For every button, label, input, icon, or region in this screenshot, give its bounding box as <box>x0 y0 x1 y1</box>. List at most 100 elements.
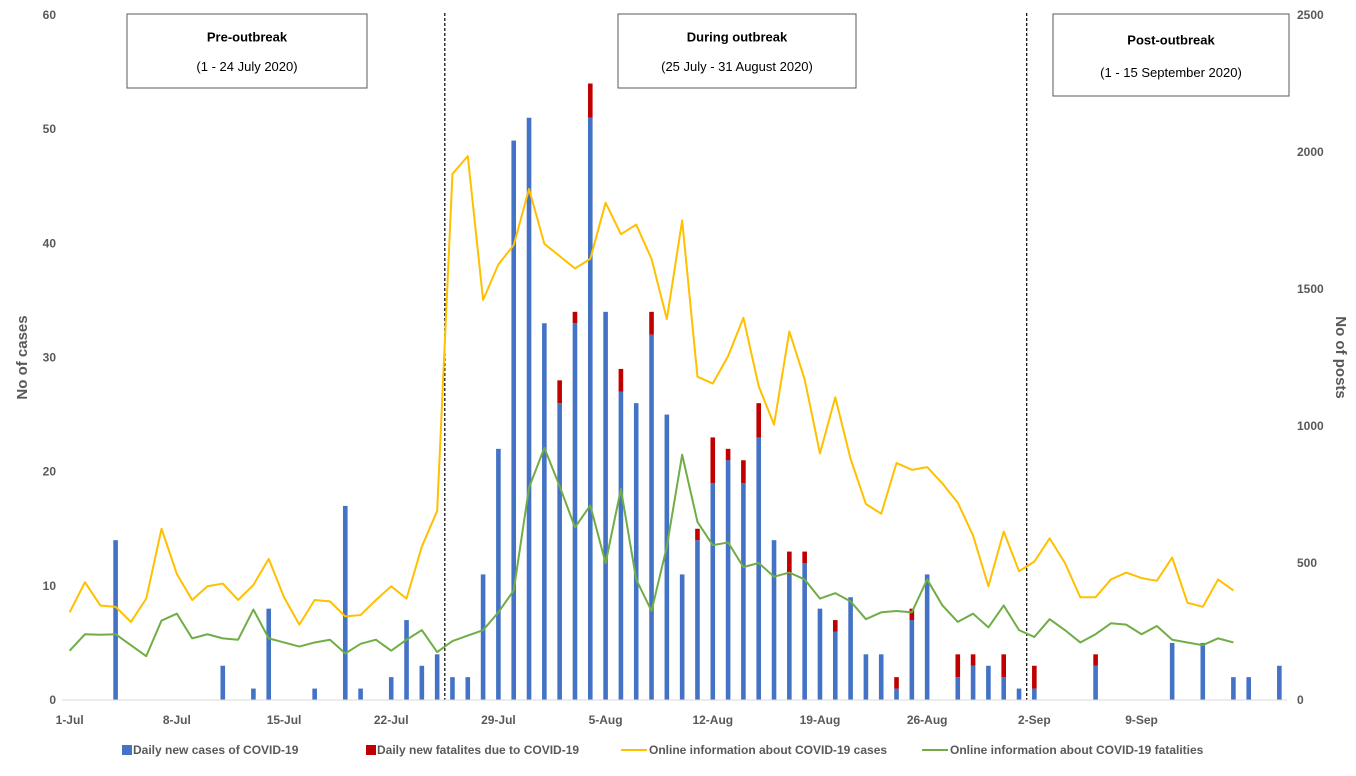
case-bar-61 <box>1001 677 1007 700</box>
case-bar-49 <box>817 608 823 700</box>
y-axis-left-title: No of cases <box>14 315 31 399</box>
case-bar-31 <box>542 323 547 700</box>
fatality-bar-47 <box>787 551 792 575</box>
phase-box-0: Pre-outbreak (1 - 24 July 2020) <box>126 13 368 89</box>
left-tick-5: 50 <box>43 122 57 136</box>
case-bar-29 <box>511 140 517 701</box>
case-bar-47 <box>787 574 792 700</box>
left-tick-1: 10 <box>43 579 57 593</box>
legend-swatch-0 <box>122 745 132 755</box>
case-bar-52 <box>863 654 869 700</box>
phase-subtitle-2: (1 - 15 September 2020) <box>1100 65 1242 80</box>
phase-title-0: Pre-outbreak <box>207 29 288 44</box>
legend-label-2: Online information about COVID-19 cases <box>649 743 887 757</box>
fatality-bar-33 <box>572 311 578 324</box>
fatality-bar-38 <box>649 311 654 335</box>
phase-title-2: Post-outbreak <box>1127 32 1215 47</box>
case-bar-36 <box>618 391 624 700</box>
case-bar-55 <box>909 620 915 700</box>
case-bar-13 <box>266 608 272 700</box>
case-bar-59 <box>970 665 976 700</box>
legend-swatch-1 <box>366 745 376 755</box>
x-tick-3: 22-Jul <box>374 713 409 727</box>
fatality-bar-54 <box>894 677 899 689</box>
case-bar-60 <box>986 665 991 700</box>
case-bar-38 <box>649 334 654 700</box>
case-bar-19 <box>358 688 363 700</box>
phase-subtitle-0: (1 - 24 July 2020) <box>196 59 297 74</box>
fatality-bar-44 <box>741 460 746 484</box>
legend-item-2: Online information about COVID-19 cases <box>621 743 887 757</box>
case-bar-44 <box>741 483 746 700</box>
phase-dividers <box>444 13 1028 700</box>
case-bar-35 <box>603 311 608 700</box>
case-bar-32 <box>557 403 562 700</box>
case-bar-72 <box>1169 642 1175 700</box>
left-tick-3: 30 <box>43 351 57 365</box>
posts-fatalities-line <box>68 446 1234 658</box>
fatality-bar-48 <box>802 551 807 563</box>
left-tick-2: 20 <box>43 465 57 479</box>
phase-boxes: Pre-outbreak (1 - 24 July 2020) During out… <box>126 13 1290 97</box>
right-tick-4: 2000 <box>1297 145 1324 159</box>
legend-label-1: Daily new fatalites due to COVID-19 <box>377 743 579 757</box>
case-bar-45 <box>756 437 762 700</box>
case-bar-53 <box>878 654 884 700</box>
case-bar-37 <box>633 403 639 700</box>
lines <box>68 155 1234 658</box>
case-bar-24 <box>434 654 440 700</box>
case-bar-62 <box>1016 688 1022 700</box>
legend-item-0: Daily new cases of COVID-19 <box>122 743 299 757</box>
right-axis-ticks: 0 500 1000 1500 2000 2500 <box>1297 8 1324 707</box>
x-tick-2: 15-Jul <box>267 713 302 727</box>
bars <box>113 83 1282 701</box>
case-bar-48 <box>802 563 807 700</box>
case-bar-77 <box>1246 677 1252 700</box>
fatality-bar-36 <box>618 368 624 392</box>
case-bar-46 <box>771 540 777 700</box>
case-bar-21 <box>388 677 394 700</box>
legend-item-3: Online information about COVID-19 fatali… <box>922 743 1204 757</box>
x-tick-1: 8-Jul <box>163 713 191 727</box>
fatality-bar-34 <box>587 83 593 118</box>
case-bar-28 <box>496 448 501 700</box>
phase-box-2: Post-outbreak (1 - 15 September 2020) <box>1052 13 1290 97</box>
case-bar-34 <box>587 117 593 700</box>
phase-subtitle-1: (25 July - 31 August 2020) <box>661 59 813 74</box>
case-bar-10 <box>220 665 226 700</box>
fatality-bar-50 <box>832 620 838 632</box>
case-bar-56 <box>924 574 930 700</box>
phase-box-frame-0 <box>126 13 368 89</box>
case-bar-63 <box>1032 688 1037 700</box>
left-tick-4: 40 <box>43 236 57 250</box>
case-bar-22 <box>404 620 409 700</box>
fatality-bar-41 <box>695 528 700 541</box>
case-bar-41 <box>695 540 700 700</box>
x-tick-5: 5-Aug <box>589 713 623 727</box>
case-bar-42 <box>710 483 716 700</box>
fatality-bar-61 <box>1001 654 1007 678</box>
phase-box-1: During outbreak (25 July - 31 August 2020… <box>617 13 857 89</box>
fatality-bar-42 <box>710 437 716 484</box>
legend-label-0: Daily new cases of COVID-19 <box>133 743 299 757</box>
x-tick-9: 2-Sep <box>1018 713 1051 727</box>
right-tick-1: 500 <box>1297 556 1317 570</box>
phase-box-frame-2 <box>1052 13 1290 97</box>
case-bar-26 <box>465 677 471 700</box>
case-bar-50 <box>832 631 838 700</box>
x-tick-7: 19-Aug <box>800 713 841 727</box>
case-bar-23 <box>419 665 425 700</box>
case-bar-40 <box>679 574 685 700</box>
fatality-bar-58 <box>955 654 961 678</box>
fatality-bar-45 <box>756 403 762 438</box>
case-bar-79 <box>1277 665 1282 700</box>
legend: Daily new cases of COVID-19 Daily new fat… <box>122 743 1204 757</box>
right-tick-5: 2500 <box>1297 8 1324 22</box>
case-bar-18 <box>342 505 348 700</box>
case-bar-43 <box>725 460 731 700</box>
right-tick-0: 0 <box>1297 693 1304 707</box>
case-bar-30 <box>526 117 532 700</box>
case-bar-39 <box>664 414 670 700</box>
fatality-bar-43 <box>725 448 731 461</box>
